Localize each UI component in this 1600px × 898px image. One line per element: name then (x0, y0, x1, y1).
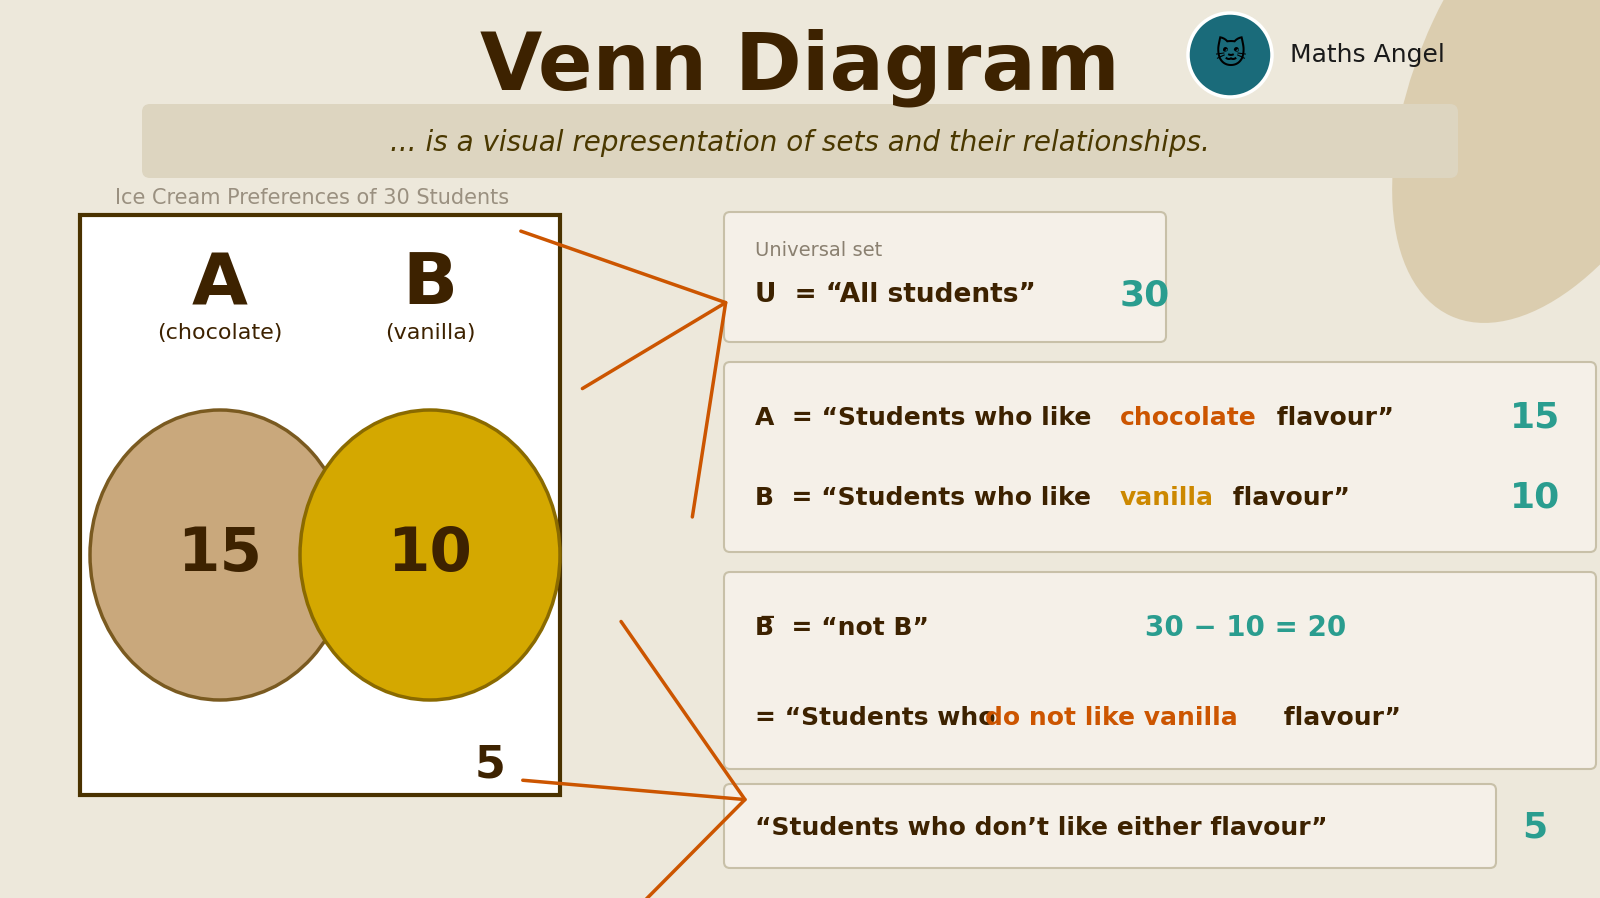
Text: 🐱: 🐱 (1214, 40, 1246, 70)
Text: Ice Cream Preferences of 30 Students: Ice Cream Preferences of 30 Students (115, 188, 509, 208)
Text: (chocolate): (chocolate) (157, 323, 283, 343)
Text: 5: 5 (475, 744, 506, 787)
Text: ... is a visual representation of sets and their relationships.: ... is a visual representation of sets a… (390, 129, 1210, 157)
Ellipse shape (90, 410, 350, 700)
Text: 10: 10 (387, 525, 472, 585)
Text: 30 − 10 = 20: 30 − 10 = 20 (1146, 614, 1346, 642)
Text: A  = “Students who like: A = “Students who like (755, 406, 1101, 430)
Text: B  = “Students who like: B = “Students who like (755, 486, 1099, 510)
FancyBboxPatch shape (723, 212, 1166, 342)
Text: flavour”: flavour” (1267, 406, 1394, 430)
Text: 30: 30 (1120, 278, 1170, 312)
Text: vanilla: vanilla (1120, 486, 1214, 510)
FancyBboxPatch shape (723, 362, 1597, 552)
Text: flavour”: flavour” (1224, 486, 1350, 510)
Text: A: A (192, 251, 248, 320)
Text: B̅  = “not B”: B̅ = “not B” (755, 616, 930, 640)
Text: B: B (403, 251, 458, 320)
FancyBboxPatch shape (80, 215, 560, 795)
Text: 15: 15 (1510, 401, 1560, 435)
Text: 5: 5 (1523, 811, 1547, 845)
Ellipse shape (301, 410, 560, 700)
Text: 15: 15 (178, 525, 262, 585)
Text: “Students who don’t like either flavour”: “Students who don’t like either flavour” (755, 816, 1328, 840)
Text: Venn Diagram: Venn Diagram (480, 29, 1120, 107)
Text: Universal set: Universal set (755, 241, 882, 260)
Text: (vanilla): (vanilla) (384, 323, 475, 343)
FancyBboxPatch shape (723, 572, 1597, 769)
FancyBboxPatch shape (723, 784, 1496, 868)
Text: flavour”: flavour” (1275, 706, 1402, 730)
Text: = “Students who: = “Students who (755, 706, 1005, 730)
Text: Maths Angel: Maths Angel (1290, 43, 1445, 67)
Text: chocolate: chocolate (1120, 406, 1256, 430)
Text: 10: 10 (1510, 481, 1560, 515)
Circle shape (1187, 13, 1272, 97)
Ellipse shape (1392, 0, 1600, 323)
Text: do not like vanilla: do not like vanilla (986, 706, 1238, 730)
FancyBboxPatch shape (142, 104, 1458, 178)
Text: U  = “All students”: U = “All students” (755, 282, 1035, 308)
